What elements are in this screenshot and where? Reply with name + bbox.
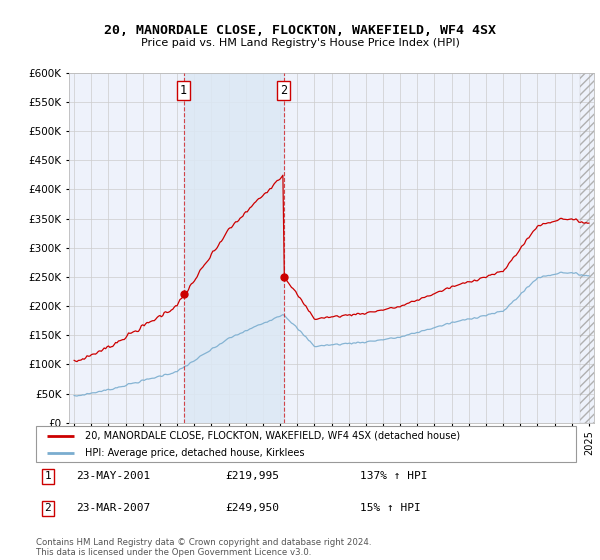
Text: 2: 2 [280, 84, 287, 97]
Text: Price paid vs. HM Land Registry's House Price Index (HPI): Price paid vs. HM Land Registry's House … [140, 38, 460, 48]
Text: HPI: Average price, detached house, Kirklees: HPI: Average price, detached house, Kirk… [85, 448, 304, 458]
Text: Contains HM Land Registry data © Crown copyright and database right 2024.
This d: Contains HM Land Registry data © Crown c… [36, 538, 371, 557]
Text: 23-MAR-2007: 23-MAR-2007 [77, 503, 151, 514]
Text: 1: 1 [180, 84, 187, 97]
Text: £219,995: £219,995 [225, 471, 279, 481]
Text: 137% ↑ HPI: 137% ↑ HPI [360, 471, 427, 481]
Text: 15% ↑ HPI: 15% ↑ HPI [360, 503, 421, 514]
Text: 23-MAY-2001: 23-MAY-2001 [77, 471, 151, 481]
Text: 2: 2 [44, 503, 51, 514]
Text: 20, MANORDALE CLOSE, FLOCKTON, WAKEFIELD, WF4 4SX (detached house): 20, MANORDALE CLOSE, FLOCKTON, WAKEFIELD… [85, 431, 460, 441]
Text: £249,950: £249,950 [225, 503, 279, 514]
Bar [184, 73, 284, 423]
FancyBboxPatch shape [36, 426, 576, 462]
Text: 1: 1 [44, 471, 51, 481]
Text: 20, MANORDALE CLOSE, FLOCKTON, WAKEFIELD, WF4 4SX: 20, MANORDALE CLOSE, FLOCKTON, WAKEFIELD… [104, 24, 496, 36]
